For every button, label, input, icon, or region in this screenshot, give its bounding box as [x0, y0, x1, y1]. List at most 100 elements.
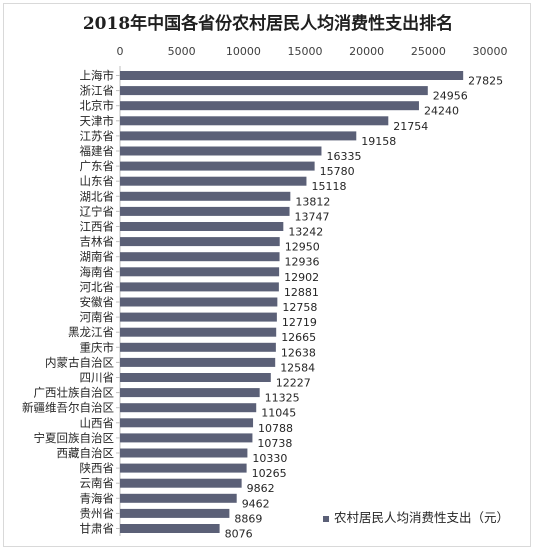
data-label: 15118: [311, 180, 346, 193]
category-label: 湖南省: [80, 250, 115, 264]
data-label: 21754: [393, 120, 428, 133]
category-label: 江西省: [80, 220, 115, 234]
data-label: 12758: [282, 301, 317, 314]
bar: [120, 176, 307, 186]
category-label: 北京市: [80, 99, 115, 113]
bar: [120, 508, 230, 518]
x-tick-label: 5000: [168, 45, 196, 58]
category-label: 湖北省: [80, 189, 115, 203]
data-label: 9462: [242, 497, 270, 510]
category-label: 安徽省: [80, 295, 115, 309]
category-label: 青海省: [80, 491, 115, 505]
data-label: 8869: [234, 512, 262, 525]
bar: [120, 206, 290, 216]
bar: [120, 478, 242, 488]
data-label: 12227: [276, 377, 311, 390]
category-label: 江苏省: [80, 129, 115, 143]
bar: [120, 297, 278, 307]
category-label: 海南省: [80, 265, 115, 279]
data-label: 12719: [282, 316, 317, 329]
category-label: 贵州省: [80, 506, 115, 520]
category-label: 山东省: [80, 174, 115, 188]
bar: [120, 252, 280, 262]
bar: [120, 433, 253, 443]
x-tick-label: 0: [117, 45, 124, 58]
data-label: 19158: [361, 135, 396, 148]
category-label: 吉林省: [80, 235, 115, 249]
data-label: 12881: [284, 286, 319, 299]
category-label: 上海市: [80, 69, 115, 83]
data-label: 11325: [265, 392, 300, 405]
category-label: 黑龙江省: [68, 325, 114, 339]
category-label: 福建省: [80, 144, 115, 158]
category-label: 西藏自治区: [57, 446, 115, 460]
category-label: 云南省: [80, 476, 115, 490]
category-label: 四川省: [80, 371, 115, 385]
bar: [120, 282, 279, 292]
legend-label: 农村居民人均消费性支出（元）: [334, 510, 509, 525]
data-label: 13812: [295, 195, 330, 208]
data-label: 13747: [295, 210, 330, 223]
bar: [120, 373, 271, 382]
bar: [120, 86, 428, 96]
data-label: 11045: [261, 407, 296, 420]
category-label: 山西省: [80, 416, 115, 430]
category-label: 新疆维吾尔自治区: [22, 401, 114, 415]
bar: [120, 101, 419, 111]
bar: [120, 146, 322, 156]
bar: [120, 418, 254, 428]
data-label: 16335: [326, 150, 361, 163]
category-label: 内蒙古自治区: [45, 355, 114, 369]
bar: [120, 342, 276, 352]
data-label: 10788: [258, 422, 293, 435]
bar: [120, 116, 389, 126]
bar: [120, 71, 464, 80]
x-tick-label: 30000: [473, 45, 508, 58]
category-label: 甘肃省: [80, 522, 115, 536]
data-label: 12936: [285, 256, 320, 269]
data-label: 27825: [468, 75, 503, 88]
category-label: 浙江省: [80, 84, 115, 98]
bar: [120, 493, 237, 503]
data-label: 10265: [252, 467, 287, 480]
chart-title: 2018年中国各省份农村居民人均消费性支出排名: [82, 14, 454, 34]
legend-swatch: [323, 516, 329, 522]
data-label: 12584: [280, 361, 315, 374]
bar: [120, 403, 257, 413]
bar: [120, 327, 277, 337]
data-label: 10330: [252, 452, 287, 465]
bar: [120, 191, 291, 201]
category-label: 广东省: [80, 159, 115, 173]
data-label: 12950: [285, 241, 320, 254]
data-label: 12902: [284, 271, 319, 284]
category-label: 天津市: [80, 114, 115, 128]
data-label: 13242: [288, 226, 323, 239]
bar: [120, 161, 315, 171]
category-label: 广西壮族自治区: [34, 386, 115, 400]
data-label: 12638: [281, 346, 316, 359]
data-label: 24956: [433, 90, 468, 103]
bar: [120, 312, 277, 322]
data-label: 24240: [424, 105, 459, 118]
x-tick-label: 25000: [411, 45, 446, 58]
category-label: 河北省: [80, 280, 115, 294]
data-label: 9862: [247, 482, 275, 495]
bar: [120, 357, 276, 367]
data-label: 10738: [257, 437, 292, 450]
bar: [120, 463, 247, 473]
data-label: 15780: [320, 165, 355, 178]
data-label: 8076: [225, 528, 253, 541]
bar: [120, 237, 280, 247]
bar: [120, 388, 260, 398]
bar: [120, 448, 248, 458]
x-tick-label: 20000: [349, 45, 384, 58]
bar: [120, 222, 284, 231]
bar: [120, 267, 280, 277]
bar: [120, 524, 220, 533]
x-tick-label: 10000: [226, 45, 261, 58]
category-label: 重庆市: [80, 340, 115, 354]
x-tick-label: 15000: [288, 45, 323, 58]
bar: [120, 131, 357, 141]
data-label: 12665: [281, 331, 316, 344]
